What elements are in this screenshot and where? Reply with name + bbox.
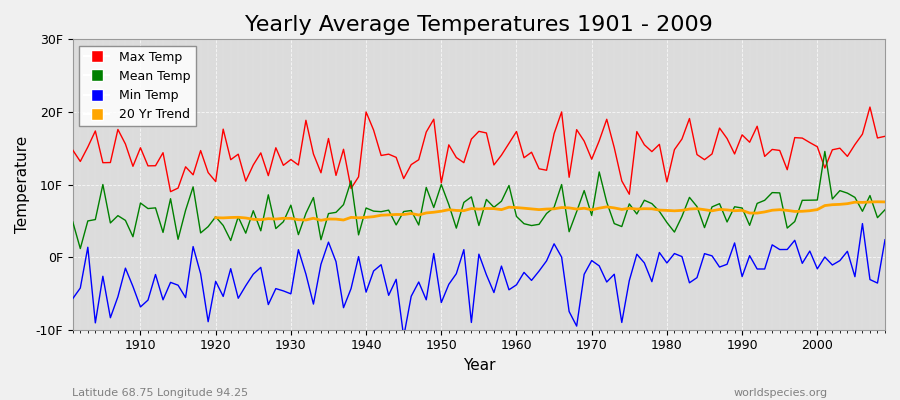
- Text: worldspecies.org: worldspecies.org: [734, 388, 828, 398]
- X-axis label: Year: Year: [463, 358, 495, 373]
- Text: Latitude 68.75 Longitude 94.25: Latitude 68.75 Longitude 94.25: [72, 388, 248, 398]
- Y-axis label: Temperature: Temperature: [15, 136, 30, 233]
- Legend: Max Temp, Mean Temp, Min Temp, 20 Yr Trend: Max Temp, Mean Temp, Min Temp, 20 Yr Tre…: [79, 46, 195, 126]
- Title: Yearly Average Temperatures 1901 - 2009: Yearly Average Temperatures 1901 - 2009: [245, 15, 713, 35]
